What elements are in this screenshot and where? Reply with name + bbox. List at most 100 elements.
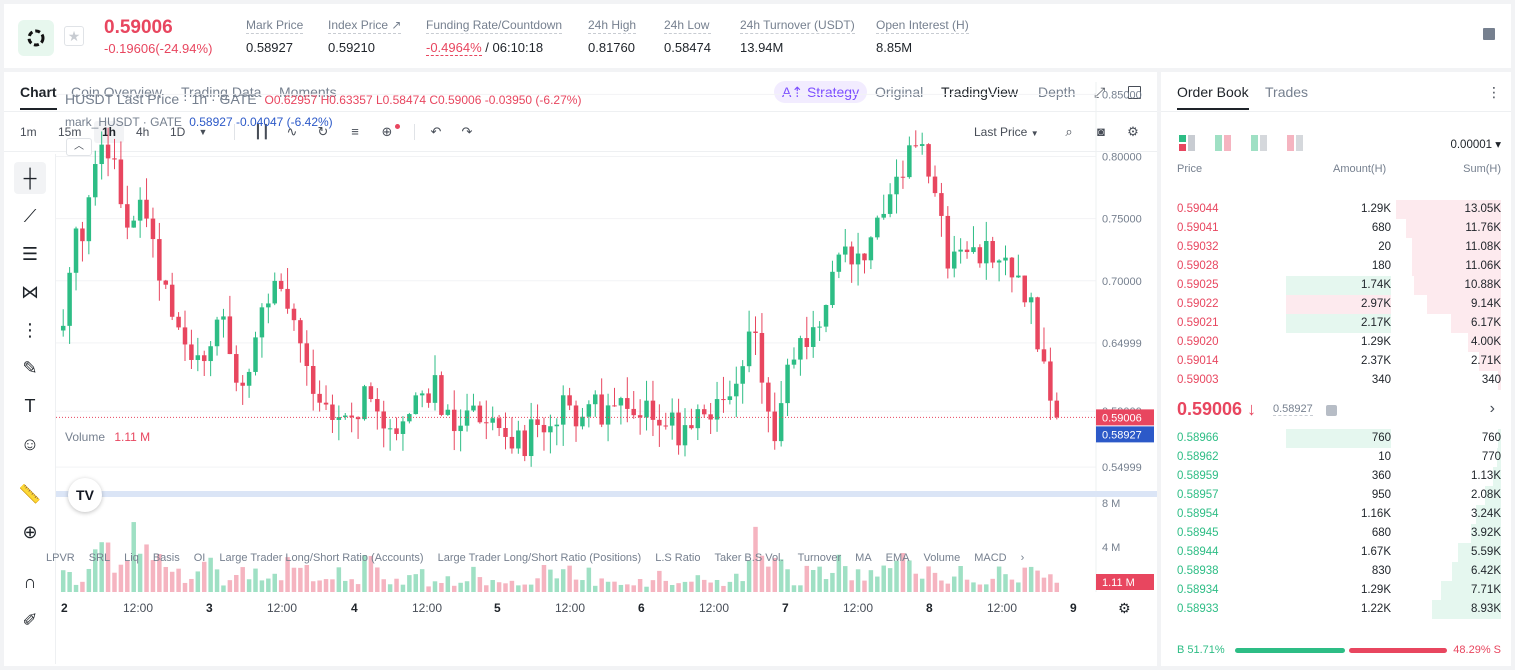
indicator-tab[interactable]: SRL bbox=[88, 552, 111, 564]
bid-amount: 950 bbox=[1371, 489, 1391, 501]
tab-trading-data[interactable]: Trading Data bbox=[181, 84, 262, 100]
ask-row[interactable]: 0.59020 1.29K 4.00K bbox=[1177, 333, 1501, 352]
strategy-button[interactable]: A⇡ Strategy bbox=[774, 81, 868, 103]
indicator-tab[interactable]: Taker B.S Vol. bbox=[714, 552, 784, 564]
view-tradingview[interactable]: TradingView bbox=[941, 84, 1019, 100]
bid-row[interactable]: 0.58938 830 6.42K bbox=[1177, 562, 1501, 581]
candle-body bbox=[798, 338, 803, 360]
window-icon[interactable] bbox=[1128, 86, 1141, 99]
timeframe-15m[interactable]: 15m bbox=[58, 125, 82, 139]
price-chart[interactable]: 0.85000 0.80000 0.75000 0.70000 0.64999 0.590… bbox=[56, 82, 1157, 592]
indicator-tab[interactable]: EMA bbox=[885, 552, 910, 564]
more-icon[interactable]: ⋮ bbox=[1487, 84, 1501, 100]
ask-row[interactable]: 0.59014 2.37K 2.71K bbox=[1177, 352, 1501, 371]
ask-row[interactable]: 0.59003 340 340 bbox=[1177, 371, 1501, 390]
search-icon[interactable]: ⌕ bbox=[1065, 124, 1073, 139]
horizontal-lines-icon[interactable]: ☰ bbox=[21, 243, 39, 264]
bid-row[interactable]: 0.58957 950 2.08K bbox=[1177, 486, 1501, 505]
tradingview-logo-icon[interactable]: TV bbox=[68, 478, 102, 512]
bid-row[interactable]: 0.58945 680 3.92K bbox=[1177, 524, 1501, 543]
bid-row[interactable]: 0.58959 360 1.13K bbox=[1177, 467, 1501, 486]
indicator-tab[interactable]: Large Trader Long/Short Ratio (Accounts) bbox=[219, 552, 424, 564]
camera-icon[interactable]: ◙ bbox=[1097, 124, 1105, 139]
depth-bar bbox=[1414, 276, 1501, 295]
favorite-star-icon[interactable]: ★ bbox=[64, 26, 84, 46]
tab-trades[interactable]: Trades bbox=[1265, 84, 1309, 100]
chevron-right-icon[interactable]: › bbox=[1020, 552, 1025, 564]
stat-index-price[interactable]: Index Price ↗ 0.59210 bbox=[328, 18, 402, 55]
indicator-tab[interactable]: L.S Ratio bbox=[655, 552, 701, 564]
ask-row[interactable]: 0.59041 680 11.76K bbox=[1177, 219, 1501, 238]
zoom-in-icon[interactable]: ⊕ bbox=[22, 521, 38, 542]
view-both-alt-icon[interactable] bbox=[1215, 135, 1231, 156]
indicator-tab[interactable]: Turnover bbox=[797, 552, 842, 564]
view-original[interactable]: Original bbox=[875, 84, 924, 100]
indicator-tab[interactable]: Liq bbox=[124, 552, 139, 564]
ask-row[interactable]: 0.59044 1.29K 13.05K bbox=[1177, 200, 1501, 219]
view-bids-icon[interactable] bbox=[1251, 135, 1267, 156]
redo-icon[interactable]: ↷ bbox=[461, 124, 473, 139]
tab-moments[interactable]: Moments bbox=[279, 84, 337, 100]
ask-row[interactable]: 0.59021 2.17K 6.17K bbox=[1177, 314, 1501, 333]
ask-row[interactable]: 0.59028 180 11.06K bbox=[1177, 257, 1501, 276]
ruler-icon[interactable]: 📏 bbox=[18, 483, 42, 504]
timeframe-dropdown-icon[interactable]: ▼ bbox=[198, 127, 208, 137]
magnet-icon[interactable]: ∩ bbox=[23, 571, 37, 592]
stat-24h-low: 24h Low 0.58474 bbox=[664, 18, 711, 55]
stat-mark-price: Mark Price 0.58927 bbox=[246, 18, 304, 55]
bid-row[interactable]: 0.58944 1.67K 5.59K bbox=[1177, 543, 1501, 562]
indicators-icon[interactable]: ∿ bbox=[286, 124, 298, 139]
tab-chart[interactable]: Chart bbox=[20, 84, 57, 110]
ask-row[interactable]: 0.59032 20 11.08K bbox=[1177, 238, 1501, 257]
indicator-tab[interactable]: Large Trader Long/Short Ratio (Positions… bbox=[437, 552, 642, 564]
bid-row[interactable]: 0.58933 1.22K 8.93K bbox=[1177, 600, 1501, 619]
replay-icon[interactable]: ↻ bbox=[317, 124, 329, 139]
view-both-icon[interactable] bbox=[1179, 135, 1195, 156]
view-asks-icon[interactable] bbox=[1287, 135, 1303, 156]
mid-mark-price: 0.58927 bbox=[1273, 403, 1313, 416]
book-icon[interactable] bbox=[1483, 28, 1495, 40]
timeframe-1d[interactable]: 1D bbox=[170, 125, 186, 139]
bid-row[interactable]: 0.58954 1.16K 3.24K bbox=[1177, 505, 1501, 524]
add-alert-icon[interactable]: ⊕ bbox=[381, 124, 393, 139]
tab-coin-overview[interactable]: Coin Overview bbox=[71, 84, 163, 100]
settings-gear-icon[interactable]: ⚙ bbox=[1127, 124, 1139, 139]
collapse-legend-icon[interactable]: ︿ bbox=[66, 138, 92, 156]
crosshair-icon[interactable]: ┼ bbox=[14, 162, 46, 194]
info-icon[interactable] bbox=[1326, 405, 1337, 416]
fib-icon[interactable]: ⋮ bbox=[21, 319, 39, 340]
indicator-tab[interactable]: OI bbox=[193, 552, 206, 564]
emoji-icon[interactable]: ☺ bbox=[20, 433, 40, 454]
pattern-icon[interactable]: ⋈ bbox=[21, 281, 39, 302]
expand-icon[interactable]: ⤢ bbox=[1094, 84, 1106, 100]
undo-icon[interactable]: ↶ bbox=[430, 124, 442, 139]
precision-select[interactable]: 0.00001 ▾ bbox=[1450, 139, 1501, 151]
indicator-tab[interactable]: LPVR bbox=[46, 552, 75, 564]
chevron-right-icon[interactable]: › bbox=[1489, 400, 1495, 417]
volume-bar bbox=[907, 560, 912, 592]
timeframe-1m[interactable]: 1m bbox=[20, 125, 37, 139]
templates-icon[interactable]: ≡ bbox=[351, 124, 359, 139]
view-depth[interactable]: Depth bbox=[1038, 84, 1076, 100]
brush-icon[interactable]: ✎ bbox=[22, 357, 38, 378]
ask-row[interactable]: 0.59022 2.97K 9.14K bbox=[1177, 295, 1501, 314]
price-source-select[interactable]: Last Price ▼ bbox=[974, 125, 1039, 139]
text-tool-icon[interactable]: T bbox=[24, 395, 36, 416]
indicator-tab[interactable]: Volume bbox=[923, 552, 961, 564]
pencil-lock-icon[interactable]: ✐ bbox=[22, 609, 38, 630]
bid-row[interactable]: 0.58934 1.29K 7.71K bbox=[1177, 581, 1501, 600]
candle-body bbox=[272, 280, 277, 304]
bid-row[interactable]: 0.58966 760 760 bbox=[1177, 429, 1501, 448]
candles-icon[interactable]: ┃┃ bbox=[254, 124, 270, 139]
bid-row[interactable]: 0.58962 10 770 bbox=[1177, 448, 1501, 467]
chart-settings-icon[interactable]: ⚙ bbox=[1118, 600, 1131, 616]
timeframe-4h[interactable]: 4h bbox=[136, 125, 150, 139]
indicator-tab[interactable]: MA bbox=[855, 552, 872, 564]
candle-body bbox=[618, 398, 624, 406]
indicator-tab[interactable]: Basis bbox=[152, 552, 180, 564]
indicator-tab[interactable]: MACD bbox=[974, 552, 1007, 564]
tab-order-book[interactable]: Order Book bbox=[1177, 84, 1249, 110]
trendline-icon[interactable]: ⟋ bbox=[23, 205, 37, 226]
candle-body bbox=[881, 213, 886, 218]
ask-row[interactable]: 0.59025 1.74K 10.88K bbox=[1177, 276, 1501, 295]
